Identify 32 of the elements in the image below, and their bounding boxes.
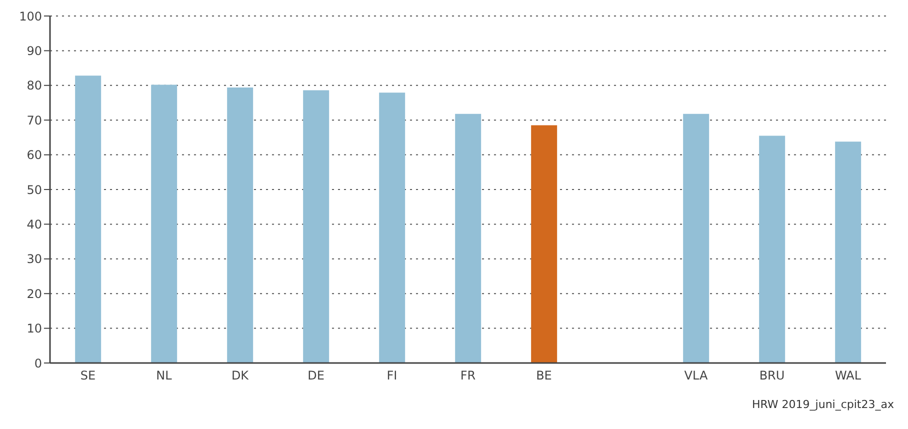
x-tick-label: FR bbox=[460, 368, 476, 383]
x-tick-label: FI bbox=[386, 368, 398, 383]
x-tick-label: VLA bbox=[684, 368, 708, 383]
bar bbox=[455, 114, 482, 363]
bar bbox=[379, 92, 406, 363]
y-tick-label: 10 bbox=[26, 322, 42, 336]
x-tick-label: SE bbox=[80, 368, 96, 383]
x-tick-label: DE bbox=[308, 368, 324, 383]
x-tick-label: NL bbox=[156, 368, 172, 383]
y-tick-label: 80 bbox=[26, 78, 42, 93]
y-tick-label: 70 bbox=[26, 113, 42, 128]
bar bbox=[759, 136, 786, 363]
y-tick-label: 20 bbox=[26, 286, 42, 301]
y-tick-label: 90 bbox=[26, 44, 42, 58]
y-tick-label: 30 bbox=[26, 252, 42, 266]
bar bbox=[835, 142, 862, 363]
text: HRW 2019_juni_cpit23_ax bbox=[752, 398, 894, 411]
x-tick-label: DK bbox=[231, 368, 250, 383]
x-tick-label: BRU bbox=[759, 368, 785, 383]
y-tick-label: 60 bbox=[26, 148, 42, 162]
bar bbox=[151, 84, 178, 363]
bar bbox=[531, 125, 558, 363]
bar bbox=[75, 76, 102, 363]
x-tick-label: BE bbox=[536, 368, 552, 383]
bar bbox=[683, 114, 710, 363]
y-tick-label: 0 bbox=[34, 356, 42, 370]
bar bbox=[227, 87, 254, 363]
y-tick-label: 100 bbox=[19, 9, 42, 24]
y-tick-label: 50 bbox=[26, 182, 42, 197]
y-tick-label: 40 bbox=[26, 217, 42, 232]
bar bbox=[303, 90, 330, 363]
x-tick-label: WAL bbox=[834, 368, 862, 383]
